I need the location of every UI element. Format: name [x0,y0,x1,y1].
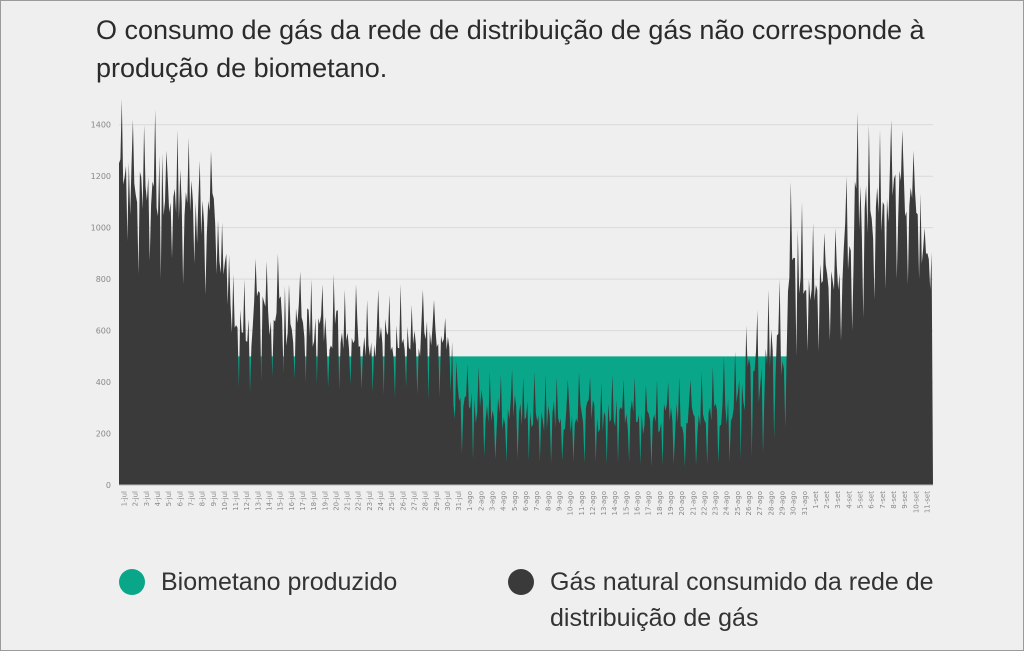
x-tick-label: 26-jul [399,491,407,511]
x-tick-label: 4-ago [500,491,508,511]
x-tick-label: 14-ago [611,491,619,515]
x-tick-label: 1-jul [121,491,129,506]
x-tick-label: 22-jul [355,491,363,511]
x-tick-label: 2-set [823,491,831,509]
x-tick-label: 14-jul [266,491,274,511]
x-tick-label: 7-ago [533,491,541,511]
x-tick-label: 24-jul [377,491,385,511]
x-tick-label: 21-jul [344,491,352,511]
x-tick-label: 30-jul [444,491,452,511]
x-tick-label: 28-ago [767,491,775,515]
x-tick-label: 5-ago [511,491,519,511]
x-tick-label: 4-jul [154,491,162,506]
x-tick-label: 3-jul [143,491,151,506]
x-tick-label: 21-ago [689,491,697,515]
x-tick-label: 27-jul [410,491,418,511]
x-tick-label: 31-jul [455,491,463,511]
x-tick-label: 19-ago [667,491,675,515]
x-tick-label: 22-ago [700,491,708,515]
x-tick-label: 15-jul [277,491,285,511]
y-tick-label: 0 [106,481,111,490]
x-tick-label: 20-ago [678,491,686,515]
x-tick-label: 31-ago [801,491,809,515]
x-tick-label: 20-jul [332,491,340,511]
x-tick-label: 10-ago [567,491,575,515]
x-tick-label: 16-ago [634,491,642,515]
x-tick-label: 3-ago [489,491,497,511]
x-tick-label: 18-jul [310,491,318,511]
x-tick-label: 2-ago [477,491,485,511]
x-tick-label: 16-jul [288,491,296,511]
x-tick-label: 7-set [879,491,887,509]
x-tick-label: 30-ago [790,491,798,515]
x-tick-label: 25-ago [734,491,742,515]
x-tick-label: 5-jul [165,491,173,506]
x-tick-label: 17-ago [645,491,653,515]
y-tick-label: 400 [96,378,111,387]
dark-circle-icon [508,569,534,595]
y-tick-label: 200 [96,430,111,439]
x-tick-label: 11-ago [578,491,586,515]
x-tick-label: 24-ago [723,491,731,515]
x-tick-label: 15-ago [622,491,630,515]
x-tick-label: 6-set [868,491,876,509]
y-tick-label: 1400 [91,121,111,130]
x-tick-label: 18-ago [656,491,664,515]
x-tick-label: 13-jul [254,491,262,511]
x-tick-label: 1-ago [466,491,474,511]
x-tick-label: 9-ago [555,491,563,511]
x-tick-label: 3-set [834,491,842,509]
legend-item-natural-gas: Gás natural consumido da rede de distrib… [508,564,958,636]
x-tick-label: 29-jul [433,491,441,511]
x-tick-label: 11-jul [232,491,240,511]
x-tick-label: 5-set [857,491,865,509]
x-tick-label: 12-jul [243,491,251,511]
x-tick-label: 2-jul [132,491,140,506]
x-tick-label: 25-jul [388,491,396,511]
x-tick-label: 29-ago [778,491,786,515]
chart-area: 0 200 400 600 800 1000 1200 1400 1-jul 2-jul 3-jul… [81,99,951,537]
x-tick-label: 7-jul [187,491,195,506]
x-tick-label: 1-set [812,491,820,509]
x-tick-label: 8-ago [544,491,552,511]
y-tick-label: 600 [96,327,111,336]
x-tick-label: 17-jul [299,491,307,511]
x-tick-label: 4-set [845,491,853,509]
y-tick-label: 1000 [91,224,111,233]
legend-item-biomethane: Biometano produzido [119,564,397,600]
teal-circle-icon [119,569,145,595]
x-tick-label: 8-set [890,491,898,509]
x-tick-label: 19-jul [321,491,329,511]
x-tick-label: 8-jul [199,491,207,506]
x-tick-label: 10-set [912,491,920,513]
x-tick-label: 13-ago [600,491,608,515]
y-tick-label: 800 [96,275,111,284]
x-tick-label: 6-jul [176,491,184,506]
x-tick-label: 6-ago [522,491,530,511]
x-tick-label: 26-ago [745,491,753,515]
series-natural-gas-area [119,99,933,485]
legend-label-biomethane: Biometano produzido [161,568,398,596]
x-tick-label: 9-set [901,491,909,509]
x-tick-label: 28-jul [422,491,430,511]
x-tick-label: 10-jul [221,491,229,511]
x-tick-label: 11-set [923,491,931,513]
chart-title: O consumo de gás da rede de distribuição… [96,15,925,83]
x-tick-label: 12-ago [589,491,597,515]
legend-label-natural-gas: Gás natural consumido da rede de distrib… [550,568,934,632]
y-tick-label: 1200 [91,172,111,181]
x-tick-label: 23-ago [712,491,720,515]
x-tick-label: 27-ago [756,491,764,515]
x-tick-label: 23-jul [366,491,374,511]
x-tick-label: 9-jul [210,491,218,506]
area-chart: 0 200 400 600 800 1000 1200 1400 1-jul 2-jul 3-jul… [91,99,933,515]
